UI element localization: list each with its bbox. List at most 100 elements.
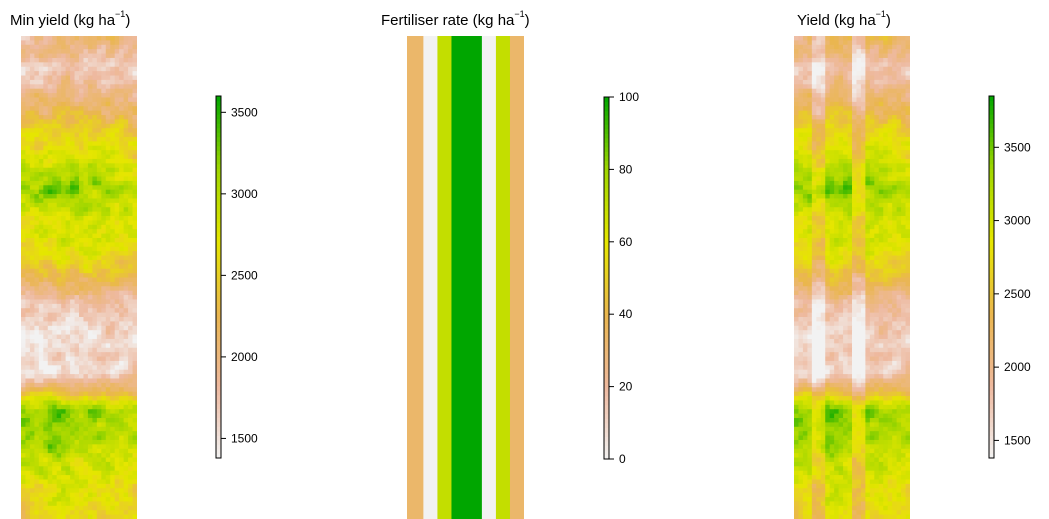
raster-cell (794, 360, 799, 366)
raster-cell (869, 325, 875, 331)
raster-cell (79, 255, 84, 261)
raster-cell (110, 295, 116, 300)
raster-cell (123, 251, 129, 256)
legend-color-step (604, 268, 609, 275)
raster-cell (29, 224, 35, 230)
raster-cell (21, 207, 26, 213)
raster-cell (847, 57, 853, 63)
raster-cell (838, 325, 844, 331)
raster-cell (874, 57, 880, 63)
raster-cell (56, 286, 62, 292)
raster-cell (119, 343, 125, 349)
raster-cell (114, 299, 120, 305)
raster-cell (47, 439, 53, 445)
raster-cell (892, 141, 898, 147)
raster-cell (79, 36, 84, 41)
raster-cell (123, 255, 129, 261)
raster-cell (843, 71, 848, 76)
raster-cell (869, 194, 875, 199)
raster-cell (829, 246, 835, 252)
raster-cell (70, 44, 75, 50)
raster-cell (794, 84, 799, 90)
raster-cell (811, 246, 817, 252)
raster-cell (901, 185, 906, 191)
raster-cell (825, 44, 831, 50)
raster-cell (83, 145, 89, 151)
raster-cell (101, 409, 107, 415)
raster-cell (96, 483, 102, 489)
raster-cell (110, 492, 116, 498)
raster-cell (123, 444, 129, 450)
raster-cell (123, 163, 129, 169)
raster-cell (847, 158, 853, 164)
raster-cell (92, 347, 98, 353)
raster-cell (105, 106, 111, 112)
raster-cell (887, 97, 893, 103)
raster-cell (21, 497, 26, 502)
raster-cell (114, 343, 120, 349)
raster-cell (794, 136, 799, 142)
raster-cell (29, 273, 35, 278)
raster-cell (65, 132, 71, 138)
raster-cell (874, 277, 880, 283)
raster-cell (834, 185, 840, 191)
raster-cell (843, 356, 848, 362)
raster-cell (79, 338, 84, 344)
raster-cell (816, 330, 822, 335)
raster-cell (52, 66, 58, 72)
raster-cell (901, 75, 906, 81)
raster-cell (96, 330, 102, 335)
raster-cell (123, 172, 129, 177)
raster-cell (79, 237, 84, 243)
raster-cell (21, 49, 26, 54)
raster-cell (34, 404, 40, 410)
raster-cell (65, 154, 71, 160)
raster-cell (798, 189, 804, 195)
raster-cell (838, 66, 844, 72)
raster-cell (865, 268, 871, 274)
raster-cell (65, 444, 71, 450)
raster-cell (834, 119, 840, 125)
raster-cell (794, 132, 799, 138)
raster-cell (96, 382, 102, 388)
raster-cell (825, 229, 831, 234)
raster-cell (869, 128, 875, 133)
raster-cell (132, 128, 137, 133)
raster-cell (896, 338, 902, 344)
raster-cell (123, 185, 129, 191)
raster-cell (70, 448, 75, 454)
raster-cell (128, 194, 133, 199)
raster-cell (128, 57, 133, 63)
raster-cell (79, 145, 84, 151)
raster-cell (892, 255, 898, 261)
legend-frame (215, 95, 222, 459)
raster-cell (811, 150, 817, 155)
raster-cell (874, 321, 880, 327)
raster-cell (811, 71, 817, 76)
raster-cell (96, 347, 102, 353)
raster-cell (38, 317, 44, 322)
raster-cell (70, 387, 75, 393)
raster-cell (825, 286, 831, 292)
raster-cell (128, 88, 133, 94)
raster-cell (101, 167, 107, 173)
raster-cell (92, 246, 98, 252)
raster-cell (825, 123, 831, 129)
raster-cell (29, 431, 35, 436)
raster-cell (829, 84, 835, 90)
raster-cell (38, 374, 44, 379)
raster-cell (816, 211, 822, 217)
raster-cell (92, 44, 98, 50)
raster-cell (87, 53, 93, 59)
raster-cell (74, 281, 80, 287)
raster-cell (901, 308, 906, 314)
raster-cell (901, 268, 906, 274)
raster-cell (860, 145, 866, 151)
raster-cell (820, 141, 826, 147)
raster-cell (905, 295, 910, 300)
raster-cell (74, 154, 80, 160)
raster-cell (110, 97, 116, 103)
raster-cell (878, 220, 884, 226)
raster-cell (92, 211, 98, 217)
raster-cell (65, 391, 71, 397)
